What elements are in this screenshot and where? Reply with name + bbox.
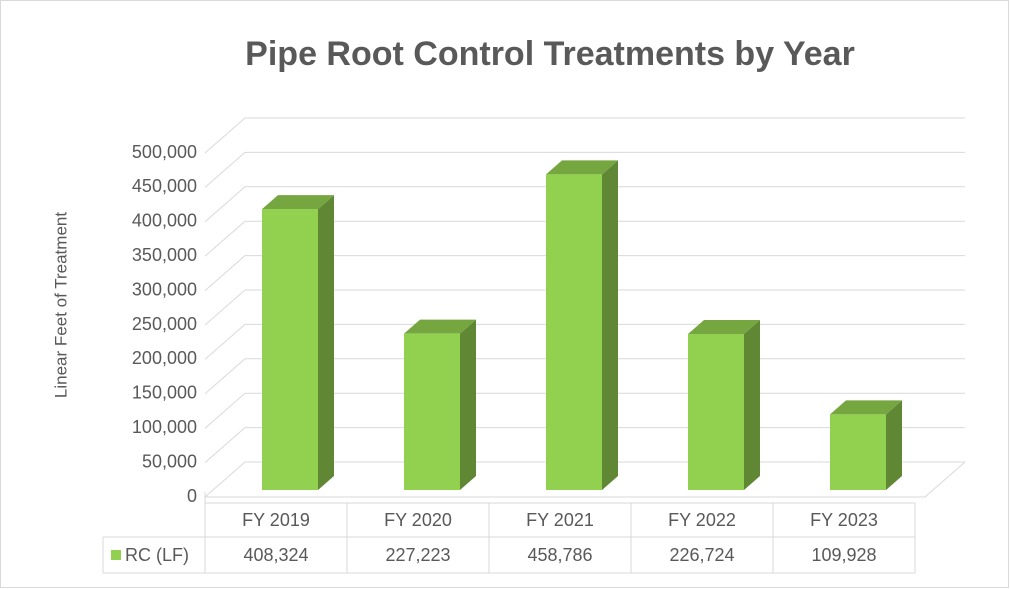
bar-group	[830, 400, 902, 490]
bar	[546, 174, 602, 490]
bar-top	[688, 320, 760, 335]
grid-line	[204, 151, 965, 188]
bar-top	[546, 160, 618, 175]
y-tick-label: 250,000	[132, 314, 197, 334]
value-label: 408,324	[243, 545, 308, 565]
legend-key	[111, 550, 121, 560]
y-tick-label: 300,000	[132, 279, 197, 299]
bar	[830, 414, 886, 490]
y-tick-label: 150,000	[132, 383, 197, 403]
value-label: 226,724	[669, 545, 734, 565]
bar-top	[404, 319, 476, 334]
value-label: 109,928	[811, 545, 876, 565]
y-tick-label: 400,000	[132, 211, 197, 231]
y-axis-label: Linear Feet of Treatment	[51, 212, 70, 398]
value-label: 458,786	[527, 545, 592, 565]
bar-top	[262, 195, 334, 210]
bar-side	[744, 320, 760, 490]
bar	[404, 333, 460, 490]
value-label: 227,223	[385, 545, 450, 565]
floor-edge	[205, 461, 966, 498]
y-tick-label: 0	[187, 486, 197, 506]
bar-side	[318, 195, 334, 490]
bar-side	[460, 319, 476, 490]
y-tick-label: 500,000	[132, 142, 197, 162]
bar-group	[262, 195, 334, 490]
x-tick-label: FY 2022	[668, 510, 736, 530]
grid-line	[204, 186, 965, 223]
x-tick-label: FY 2020	[384, 510, 452, 530]
x-tick-label: FY 2023	[810, 510, 878, 530]
bar-group	[404, 319, 476, 490]
y-tick-label: 100,000	[132, 417, 197, 437]
legend-label: RC (LF)	[125, 545, 189, 565]
grid-line	[204, 117, 965, 154]
bar-side	[602, 160, 618, 490]
chart-title: Pipe Root Control Treatments by Year	[245, 35, 855, 73]
bar-side	[886, 400, 902, 490]
grid-line	[204, 220, 965, 257]
y-tick-label: 50,000	[142, 451, 197, 471]
y-tick-label: 350,000	[132, 245, 197, 265]
x-tick-label: FY 2021	[526, 510, 594, 530]
bar-group	[546, 160, 618, 490]
bar	[688, 334, 744, 490]
grid-line	[204, 289, 965, 326]
bar	[262, 209, 318, 490]
bar-top	[830, 400, 902, 415]
grid-line	[204, 255, 965, 291]
y-tick-label: 450,000	[132, 176, 197, 196]
x-tick-label: FY 2019	[242, 510, 310, 530]
bar-group	[688, 320, 760, 490]
y-tick-label: 200,000	[132, 348, 197, 368]
